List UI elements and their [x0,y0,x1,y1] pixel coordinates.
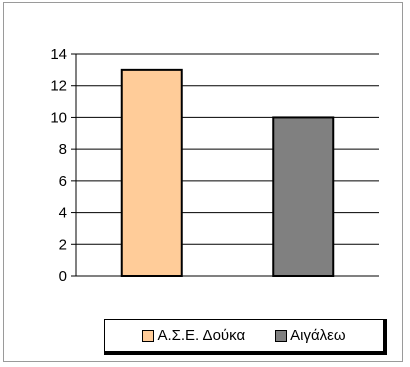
y-axis-tick-labels: 0 2 4 6 8 10 12 14 [50,46,76,285]
chart-frame: 0 2 4 6 8 10 12 14 Α.Σ.Ε. Δούκα Αιγάλεω [3,2,403,362]
legend-label-aigaleo: Αιγάλεω [290,327,346,344]
legend-swatch-aigaleo [275,329,288,342]
legend-entry-aigaleo: Αιγάλεω [275,327,346,344]
y-tick-label-6: 6 [59,173,67,190]
bars [120,68,335,277]
legend-swatch-asedouka [142,329,155,342]
bar-0 [120,68,183,277]
legend: Α.Σ.Ε. Δούκα Αιγάλεω [104,319,387,355]
legend-entry-asedouka: Α.Σ.Ε. Δούκα [142,327,245,344]
bar-chart: 0 2 4 6 8 10 12 14 [50,46,379,285]
y-tick-label-8: 8 [59,141,67,158]
bar-1 [272,116,335,277]
y-tick-label-0: 0 [59,268,67,285]
y-tick-label-10: 10 [50,109,67,126]
y-tick-label-2: 2 [59,236,67,253]
y-tick-label-4: 4 [59,205,67,222]
y-tick-label-14: 14 [50,46,67,63]
legend-label-asedouka: Α.Σ.Ε. Δούκα [157,327,246,344]
y-tick-label-12: 12 [50,78,67,95]
